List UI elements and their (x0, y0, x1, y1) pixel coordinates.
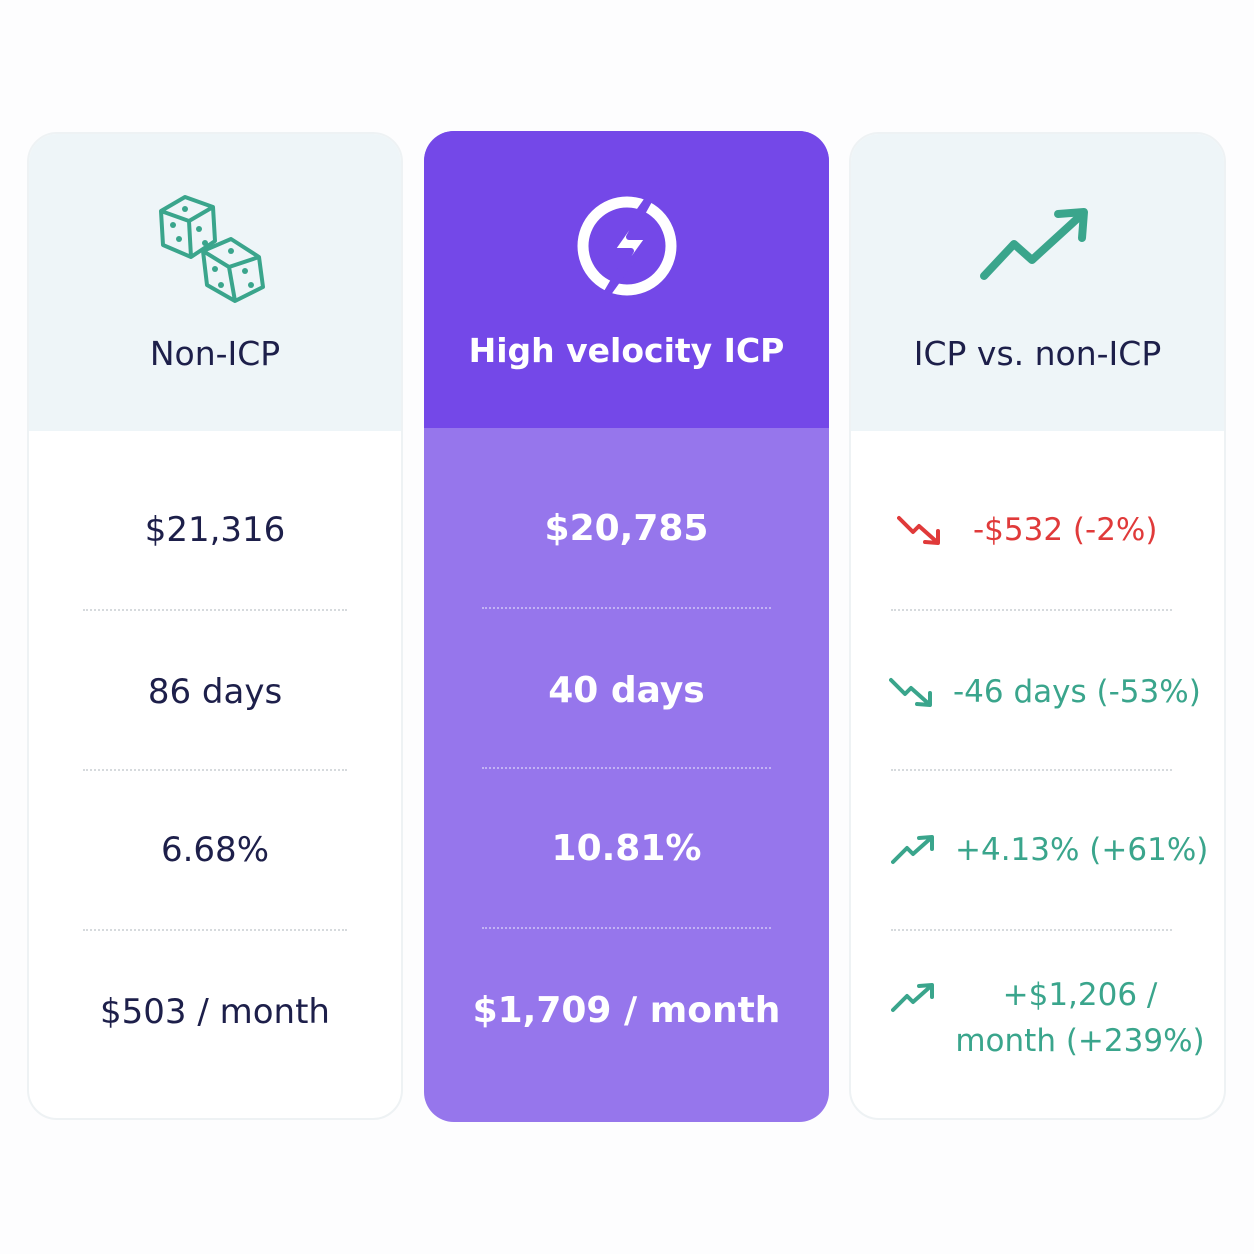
trend-icon (979, 208, 1088, 280)
divider (83, 929, 347, 931)
divider (482, 767, 771, 769)
divider (482, 607, 771, 609)
value: 6.68% (160, 830, 269, 870)
up-arrow (891, 835, 934, 864)
difference-text: -46 days (-53%) (953, 674, 1201, 710)
down-arrow (889, 678, 932, 707)
comparison-card: ICP vs. non-ICP -$532 (-2%) -46 days (-5… (849, 132, 1226, 1120)
card-header: ICP vs. non-ICP (851, 134, 1224, 431)
divider (83, 609, 347, 611)
up-arrow (891, 983, 934, 1012)
column-title: ICP vs. non-ICP (913, 334, 1162, 373)
value: 40 days (548, 669, 705, 711)
difference: +4.13% (+61%) (851, 810, 1224, 890)
lightning-icon (577, 181, 676, 311)
icp-card: High velocity ICP $20,785 40 days 10.81%… (424, 131, 829, 1122)
difference-text: -$532 (-2%) (973, 512, 1158, 548)
difference: -$532 (-2%) (851, 490, 1224, 570)
divider (891, 929, 1172, 931)
value: 86 days (147, 672, 283, 712)
divider (891, 609, 1172, 611)
non-icp-card: Non-ICP $21,316 86 days 6.68% $503 / mon… (27, 132, 403, 1120)
value: $503 / month (100, 992, 330, 1032)
value: $21,316 (144, 510, 286, 550)
value: $1,709 / month (472, 989, 781, 1031)
column-title: High velocity ICP (468, 331, 785, 370)
card-header: High velocity ICP (424, 131, 829, 428)
value: 10.81% (551, 827, 702, 869)
difference-text: +$1,206 / month (+239%) (955, 977, 1205, 1059)
dice-icon (159, 195, 265, 303)
divider (83, 769, 347, 771)
difference-text: +4.13% (+61%) (955, 832, 1209, 868)
divider (891, 769, 1172, 771)
value: $20,785 (544, 507, 709, 549)
difference: -46 days (-53%) (851, 652, 1224, 732)
divider (482, 927, 771, 929)
column-title: Non-ICP (149, 334, 281, 373)
card-header: Non-ICP (29, 134, 401, 431)
difference: +$1,206 / month (+239%) (851, 972, 1224, 1092)
down-arrow (897, 516, 940, 545)
